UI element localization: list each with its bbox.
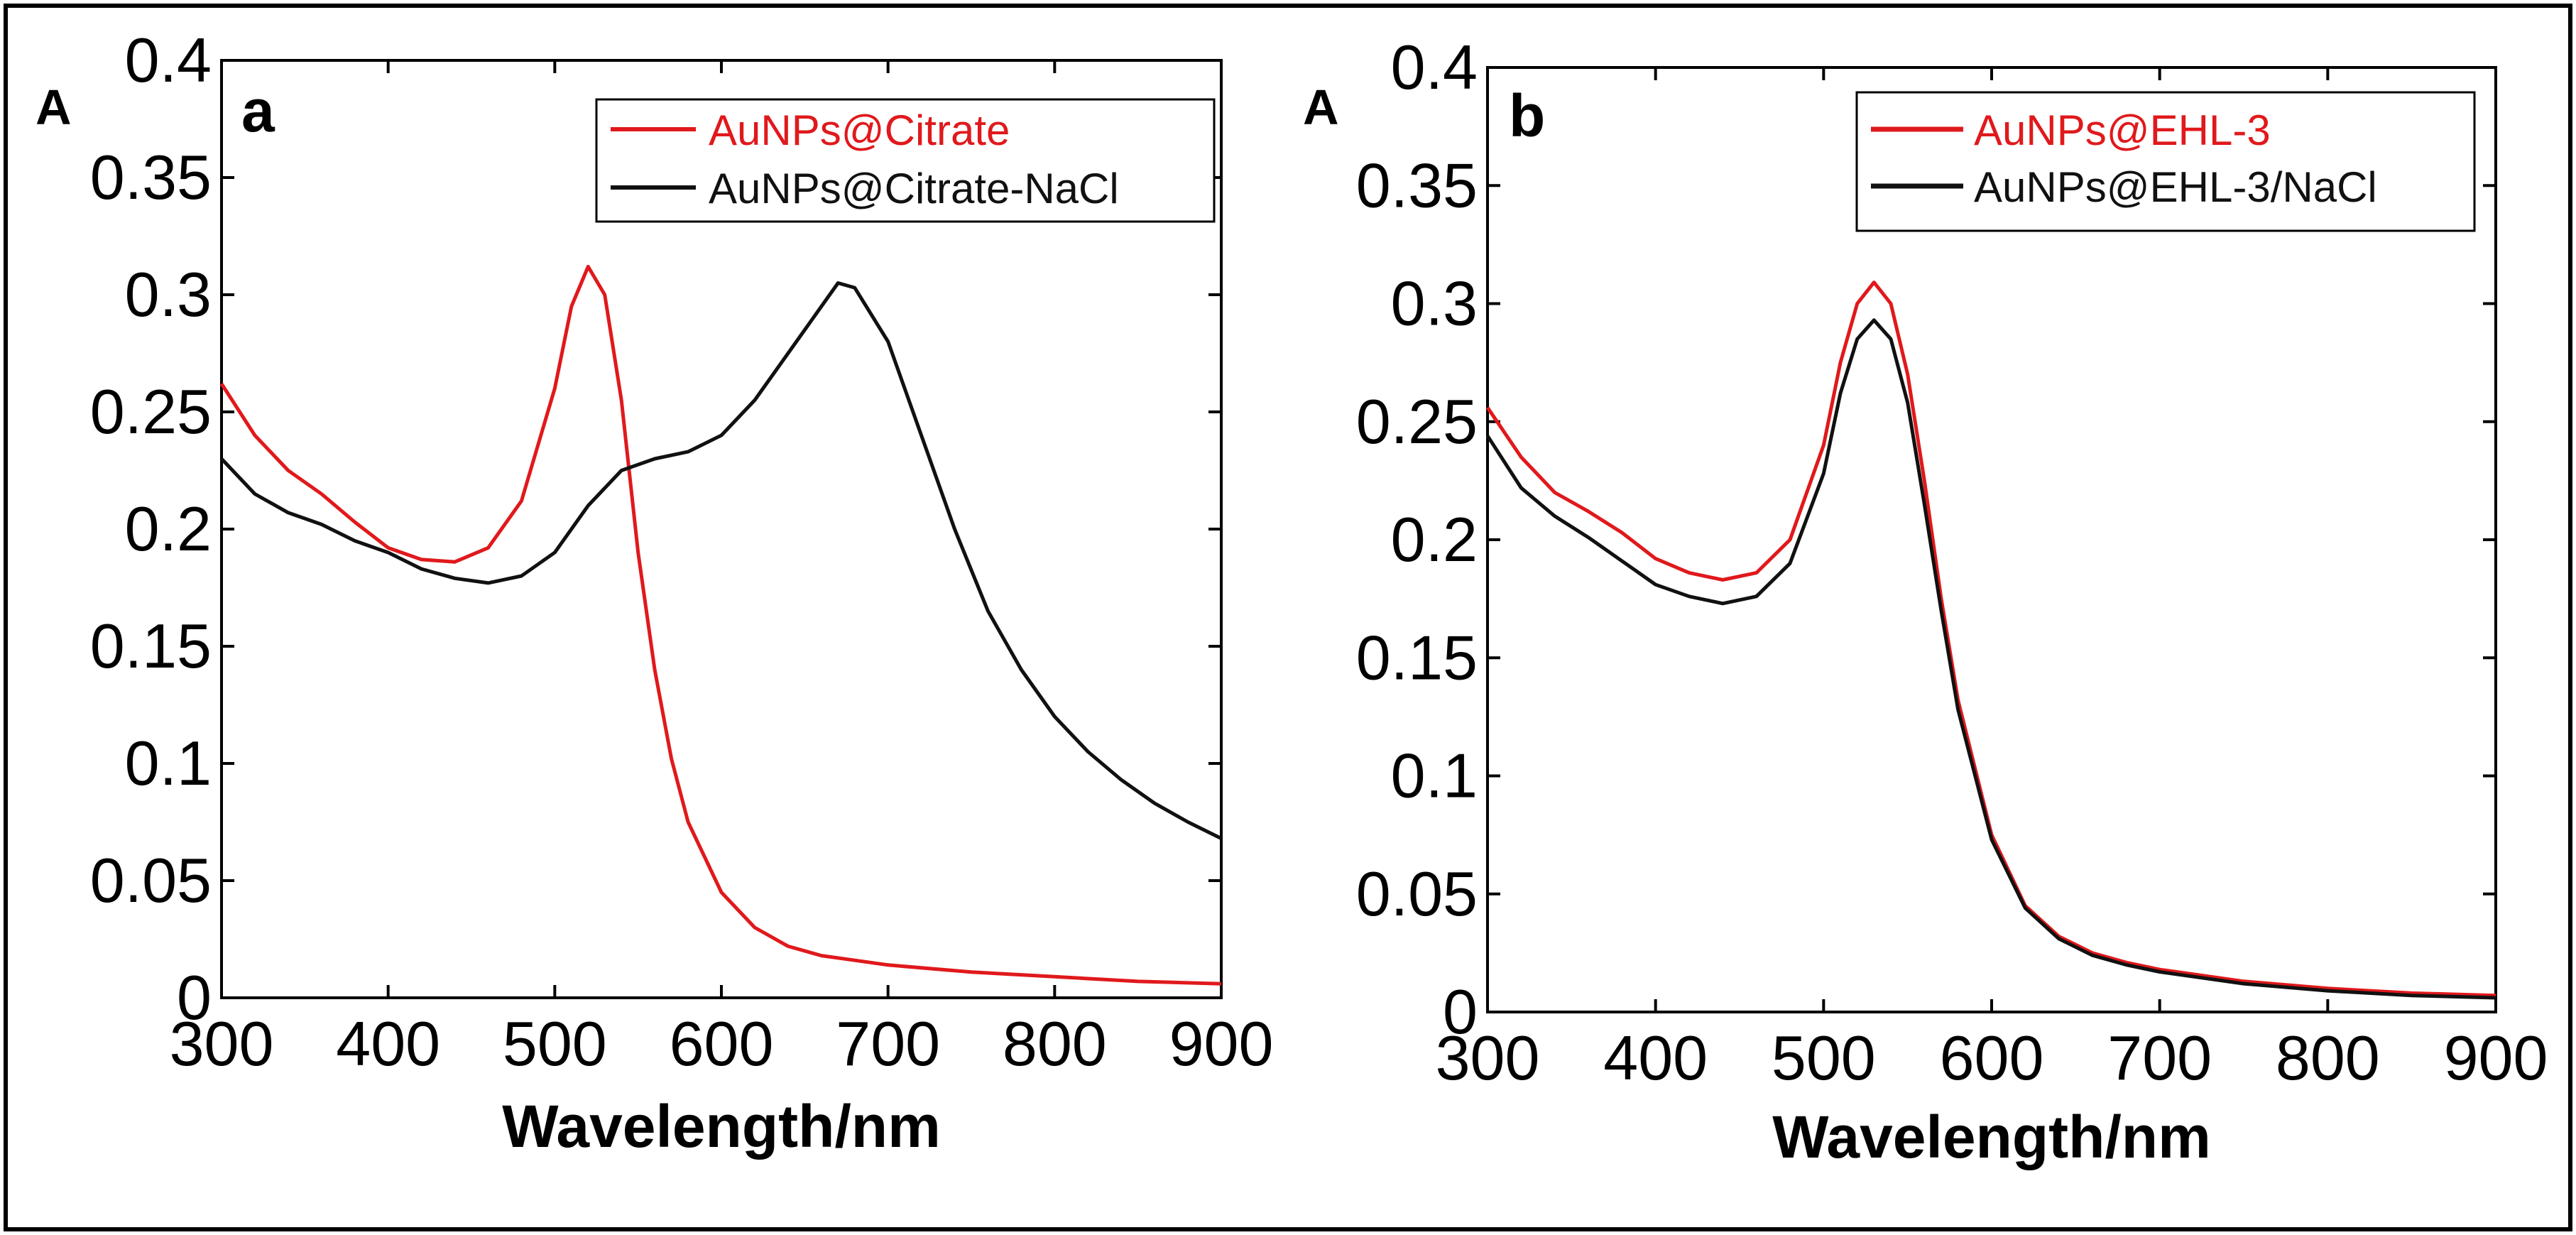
series-lines [219,264,1223,986]
y-tick-label: 0 [177,962,212,1033]
x-tick-label: 800 [1003,1008,1107,1079]
y-axis-ticks: 0 0.05 0.1 0.15 0.2 0.25 0.3 0.35 0.4 [1356,32,2496,1047]
panel-a: 0 0.05 0.1 0.15 0.2 0.25 0.3 0.35 0.4 300 400 500 6… [36,25,1273,1160]
y-tick-label: 0.35 [1356,150,1478,220]
x-axis-ticks: 300 400 500 600 700 800 900 [1436,67,2548,1093]
series-line-AuNPs@EHL-3 [1485,281,2496,998]
y-tick-label: 0.25 [90,376,212,447]
x-tick-label: 900 [1169,1008,1274,1079]
legend: AuNPs@Citrate AuNPs@Citrate-NaCl [595,98,1216,223]
y-tick-label: 0.05 [90,845,212,915]
y-axis-label: A [1303,80,1339,135]
x-axis-title: Wavelength/nm [1772,1104,2211,1170]
x-tick-label: 700 [2107,1023,2212,1093]
y-axis-label: A [36,80,72,135]
series-line-AuNPs@EHL-3/NaCl [1485,318,2496,1000]
y-tick-label: 0.2 [1391,504,1478,575]
y-axis-ticks: 0 0.05 0.1 0.15 0.2 0.25 0.3 0.35 0.4 [90,25,1221,1033]
y-tick-label: 0 [1443,976,1478,1047]
legend-label-1: AuNPs@EHL-3/NaCl [1974,163,2377,211]
panel-letter: b [1509,82,1545,149]
panel-letter: a [241,77,275,144]
x-tick-label: 300 [170,1008,274,1079]
legend-label-0: AuNPs@EHL-3 [1974,107,2271,154]
x-tick-label: 300 [1436,1023,1540,1093]
x-tick-label: 400 [1603,1023,1708,1093]
x-tick-label: 600 [1940,1023,2044,1093]
y-tick-label: 0.3 [1391,268,1478,339]
y-tick-label: 0.15 [1356,622,1478,692]
legend-label-1: AuNPs@Citrate-NaCl [709,165,1119,212]
x-tick-label: 500 [1772,1023,1876,1093]
legend-box [595,98,1216,223]
y-tick-label: 0.1 [1391,741,1478,811]
legend: AuNPs@EHL-3 AuNPs@EHL-3/NaCl [1855,91,2476,232]
x-axis-ticks: 300 400 500 600 700 800 900 [170,60,1274,1079]
y-tick-label: 0.2 [125,494,212,564]
y-tick-label: 0.4 [125,25,212,95]
y-tick-label: 0.15 [90,611,212,681]
x-tick-label: 600 [670,1008,774,1079]
y-tick-label: 0.1 [125,728,212,798]
x-tick-label: 700 [836,1008,940,1079]
series-line-AuNPs@Citrate [219,264,1222,986]
y-tick-label: 0.35 [90,142,212,212]
series-lines [1485,281,2496,1000]
panel-b: 0 0.05 0.1 0.15 0.2 0.25 0.3 0.35 0.4 300 400 500 6… [1303,32,2548,1170]
y-tick-label: 0.3 [125,259,212,330]
legend-label-0: AuNPs@Citrate [709,107,1010,154]
legend-box [1855,91,2476,232]
y-tick-label: 0.4 [1391,32,1478,102]
x-tick-label: 400 [336,1008,440,1079]
x-tick-label: 500 [503,1008,607,1079]
x-tick-label: 800 [2276,1023,2380,1093]
series-line-AuNPs@Citrate-NaCl [220,281,1223,840]
y-tick-label: 0.05 [1356,859,1478,929]
x-tick-label: 900 [2444,1023,2548,1093]
x-axis-title: Wavelength/nm [502,1093,941,1160]
y-tick-label: 0.25 [1356,386,1478,457]
